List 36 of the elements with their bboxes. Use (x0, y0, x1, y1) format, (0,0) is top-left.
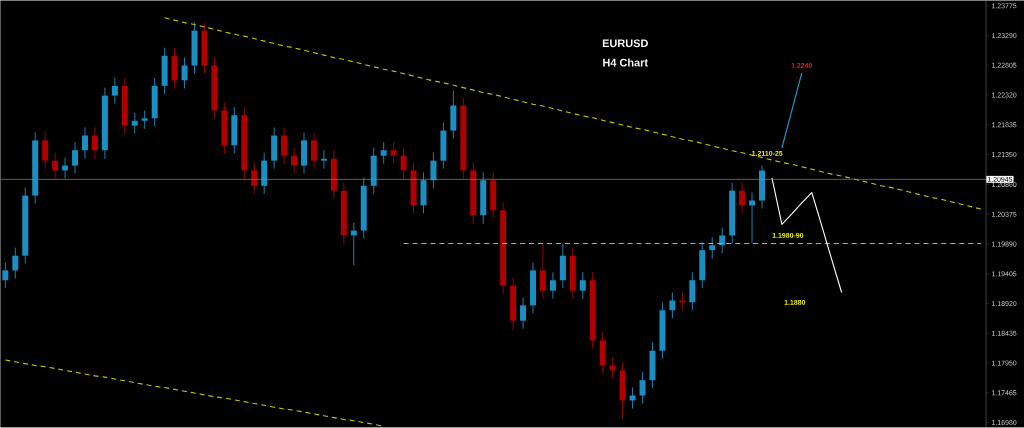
candlestick (539, 242, 546, 299)
candlestick (181, 57, 188, 89)
candlestick (430, 152, 437, 189)
text: H4 Chart (603, 58, 648, 67)
candlestick (739, 182, 746, 214)
candlestick (390, 141, 397, 165)
candlestick (689, 271, 696, 311)
candlestick (400, 147, 407, 179)
candlestick (12, 247, 19, 279)
candlestick (72, 141, 79, 174)
candlestick (2, 261, 9, 289)
candlestick (131, 112, 138, 134)
candlestick (310, 131, 317, 169)
candlestick (380, 141, 387, 165)
candlestick (81, 126, 88, 160)
candlestick (579, 271, 586, 299)
line-series (771, 177, 843, 293)
candlestick (749, 191, 756, 244)
candlestick (639, 371, 646, 404)
candlestick (719, 226, 726, 254)
candlestick (42, 131, 49, 169)
candlestick (291, 147, 298, 174)
candlestick (709, 236, 716, 260)
candlestick (111, 77, 118, 104)
text: EURUSD (602, 39, 648, 47)
candlestick (91, 126, 98, 160)
candlestick (609, 356, 616, 379)
candlestick (520, 296, 527, 329)
candlestick (141, 109, 148, 130)
candlestick (679, 291, 686, 311)
candlestick (281, 126, 288, 165)
candlestick (669, 291, 676, 319)
candlestick (52, 152, 59, 179)
candlestick (251, 161, 258, 195)
candlestick (549, 271, 556, 299)
candlestick (320, 149, 327, 169)
